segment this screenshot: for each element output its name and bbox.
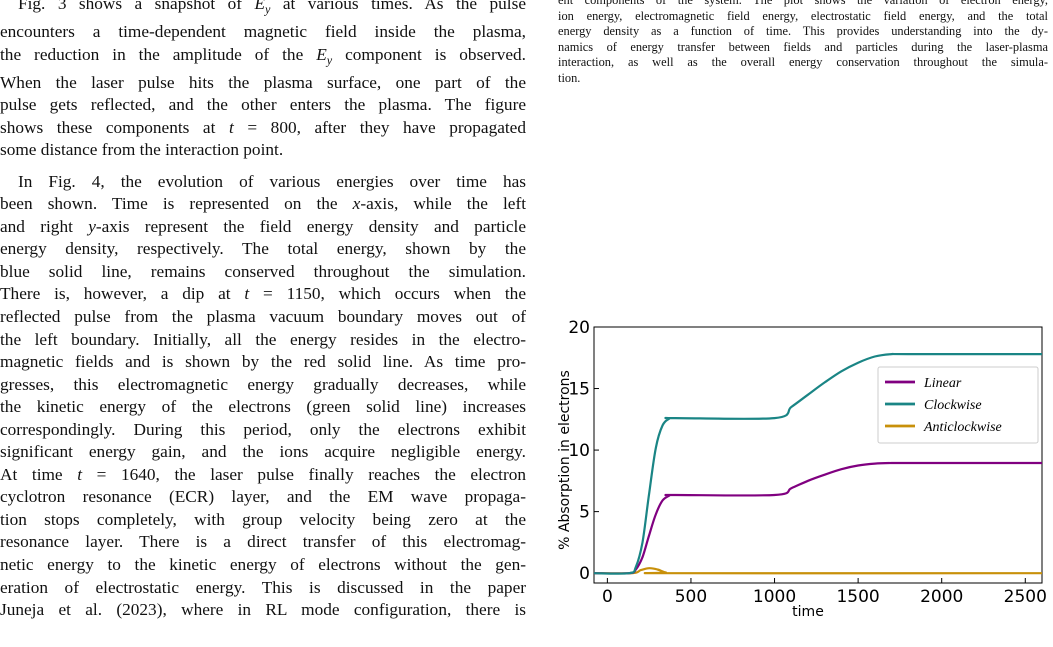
body-line: pulse gets reflected, and the other ente…	[0, 95, 526, 115]
body-line: and right y-axis represent the field ene…	[0, 216, 526, 236]
body-line: netic energy to the kinetic energy of el…	[0, 555, 526, 575]
legend-box	[877, 366, 1039, 444]
y-axis-label: % Absorption in electrons	[557, 370, 573, 550]
chart-svg: 0 500 1000 1500 2000 2500 0 5 10 15 20 time % Absorp…	[557, 318, 1047, 620]
body-line: the left boundary. Initially, all the en…	[0, 329, 526, 349]
paragraph-fig4: In Fig. 4, the evolution of various ener…	[0, 171, 526, 622]
body-line: In Fig. 4, the evolution of various ener…	[18, 171, 526, 191]
plot-frame	[593, 326, 1043, 584]
paragraph-fig3: Fig. 3 shows a snapshot of Ey at various…	[0, 0, 526, 162]
body-line: resonance layer. There is a direct trans…	[0, 532, 526, 552]
x-tick-label: 2000	[920, 587, 963, 607]
body-line: gresses, this electromagnetic energy gra…	[0, 374, 526, 394]
y-tick-label: 20	[568, 318, 590, 338]
body-line: reflected pulse from the plasma vacuum b…	[0, 307, 526, 327]
figure-caption: ent components of the system. The plot s…	[558, 0, 1048, 87]
body-line: Fig. 3 shows a snapshot of Ey at various…	[18, 0, 527, 17]
series-line-linear	[594, 461, 1042, 575]
x-tick-label: 500	[675, 587, 707, 607]
body-line: blue solid line, remains conserved throu…	[0, 261, 526, 281]
body-line: some distance from the interaction point…	[0, 140, 284, 160]
caption-line: ion energy, electromagnetic field energy…	[558, 8, 1048, 23]
body-line: eration of electrostatic energy. This is…	[0, 577, 526, 597]
caption-line: namics of energy transfer between fields…	[558, 39, 1048, 54]
caption-line: ent components of the system. The plot s…	[558, 0, 1048, 7]
x-tick-label: 1000	[753, 587, 796, 607]
x-tick-label: 2500	[1004, 587, 1047, 607]
body-line: encounters a time-dependent magnetic fie…	[0, 22, 526, 41]
series-line-clockwise	[594, 352, 1042, 575]
body-line: cyclotron resonance (ECR) layer, and the…	[0, 487, 526, 507]
caption-line: interaction, as well as the overall ener…	[558, 55, 1048, 70]
body-line: Juneja et al. (2023), where in RL mode c…	[0, 600, 526, 620]
y-tick-label: 0	[579, 564, 590, 584]
body-line: tion stops completely, with group veloci…	[0, 509, 526, 529]
body-line: energy density, respectively. The total …	[0, 239, 526, 259]
body-line: shows these components at t = 800, after…	[0, 117, 526, 137]
body-line: the reduction in the amplitude of the Ey…	[0, 44, 526, 67]
body-line: been shown. Time is represented on the x…	[0, 194, 526, 214]
body-line: There is, however, a dip at t = 1150, wh…	[0, 284, 526, 304]
y-tick-label: 15	[568, 380, 590, 400]
x-axis-label: time	[792, 604, 824, 620]
body-line: correspondingly. During this period, onl…	[0, 419, 526, 439]
body-line: When the laser pulse hits the plasma sur…	[0, 72, 526, 92]
x-tick-label: 0	[602, 587, 613, 607]
body-line: significant energy gain, and the ions ac…	[0, 442, 526, 462]
legend-label-anticlockwise: Anticlockwise	[923, 420, 1002, 435]
caption-line: energy density as a function of time. Th…	[558, 24, 1048, 39]
y-tick-label: 10	[568, 441, 590, 461]
caption-line: tion.	[558, 70, 581, 85]
legend-label-clockwise: Clockwise	[924, 398, 982, 413]
series-line-anticlockwise	[594, 567, 1042, 575]
absorption-chart: 0 500 1000 1500 2000 2500 0 5 10 15 20 time % Absorp…	[540, 318, 1050, 647]
y-tick-label: 5	[579, 503, 590, 523]
body-line: the kinetic energy of the electrons (gre…	[0, 397, 526, 417]
x-tick-label: 1500	[836, 587, 879, 607]
legend-label-linear: Linear	[923, 376, 962, 391]
body-text-column: Fig. 3 shows a snapshot of Ey at various…	[0, 0, 526, 622]
body-line: At time t = 1640, the laser pulse finall…	[0, 464, 526, 484]
body-line: magnetic fields and is shown by the red …	[0, 352, 526, 372]
